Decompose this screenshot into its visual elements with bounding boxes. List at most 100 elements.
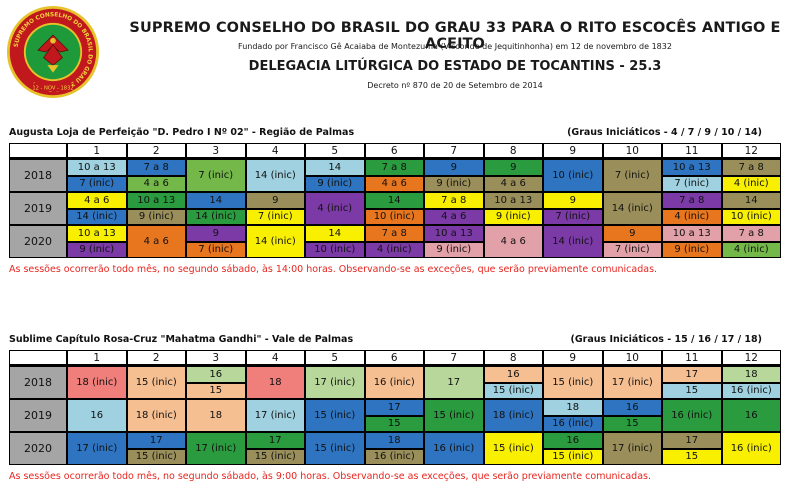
section-1-graus: (Graus Iniciáticos - 4 / 7 / 9 / 10 / 14… <box>567 127 762 138</box>
session-cell-top: 9 <box>602 225 662 242</box>
session-cell-top: 7 a 8 <box>721 225 781 242</box>
session-cell-bottom: 9 (inic) <box>424 241 484 258</box>
session-cell-top: 18 <box>364 432 424 449</box>
session-cell-bottom: 16 (inic) <box>721 382 781 399</box>
session-cell-top: 14 <box>721 192 781 209</box>
month-header-3: 3 <box>186 350 246 365</box>
session-cell-bottom: 16 (inic) <box>364 448 424 465</box>
session-cell: 4 a 6 <box>483 225 543 258</box>
session-cell: 16 (inic) <box>721 432 781 465</box>
session-cell: 4 (inic) <box>305 192 365 225</box>
session-cell-bottom: 9 (inic) <box>126 208 186 225</box>
session-cell: 18 <box>245 366 305 399</box>
session-cell: 14 (inic) <box>543 225 603 258</box>
month-header-10: 10 <box>602 143 662 158</box>
session-cell-bottom: 15 <box>662 382 722 399</box>
delegacia-title: DELEGACIA LITÚRGICA DO ESTADO DE TOCANTI… <box>248 59 662 74</box>
month-header-2: 2 <box>126 350 186 365</box>
session-cell-top: 16 <box>483 366 543 383</box>
month-header-3: 3 <box>186 143 246 158</box>
session-cell-bottom: 7 (inic) <box>662 175 722 192</box>
session-cell: 17 (inic) <box>305 366 365 399</box>
month-header-11: 11 <box>662 143 722 158</box>
year-label-2020: 2020 <box>9 225 67 258</box>
session-cell: 15 (inic) <box>126 366 186 399</box>
session-cell-top: 16 <box>602 399 662 416</box>
month-header-1: 1 <box>67 350 127 365</box>
decree-line: Decreto nº 870 de 20 de Setembro de 2014 <box>367 81 543 90</box>
year-label-2019: 2019 <box>9 192 67 225</box>
session-cell-top: 18 <box>721 366 781 383</box>
session-cell: 15 (inic) <box>305 432 365 465</box>
session-cell-bottom: 7 (inic) <box>602 241 662 258</box>
session-cell-top: 10 a 13 <box>662 225 722 242</box>
session-cell-bottom: 4 (inic) <box>721 175 781 192</box>
session-cell-top: 10 a 13 <box>126 192 186 209</box>
session-cell: 16 (inic) <box>662 399 722 432</box>
session-cell-bottom: 4 (inic) <box>662 208 722 225</box>
session-cell-top: 7 a 8 <box>424 192 484 209</box>
session-cell-bottom: 15 <box>364 415 424 432</box>
session-cell: 14 (inic) <box>602 192 662 225</box>
session-cell: 4 a 6 <box>126 225 186 258</box>
session-cell-top: 7 a 8 <box>364 159 424 176</box>
header-corner <box>9 350 67 365</box>
session-cell: 14 (inic) <box>245 225 305 258</box>
session-cell: 16 <box>721 399 781 432</box>
session-cell-bottom: 4 (inic) <box>364 241 424 258</box>
year-label-2018: 2018 <box>9 366 67 399</box>
session-cell-top: 7 a 8 <box>364 225 424 242</box>
section-1-note: As sessões ocorrerão todo mês, no segund… <box>9 264 658 275</box>
session-cell: 18 (inic) <box>483 399 543 432</box>
session-cell-top: 14 <box>186 192 246 209</box>
session-cell: 16 (inic) <box>424 432 484 465</box>
session-cell-bottom: 14 (inic) <box>67 208 127 225</box>
month-header-7: 7 <box>424 350 484 365</box>
session-cell: 10 (inic) <box>543 159 603 192</box>
session-cell-top: 7 a 8 <box>721 159 781 176</box>
month-header-12: 12 <box>721 143 781 158</box>
session-cell-bottom: 4 (inic) <box>721 241 781 258</box>
session-cell-bottom: 9 (inic) <box>305 175 365 192</box>
year-label-2019: 2019 <box>9 399 67 432</box>
session-cell: 18 (inic) <box>67 366 127 399</box>
month-header-4: 4 <box>245 350 305 365</box>
session-cell-top: 9 <box>245 192 305 209</box>
session-cell-top: 10 a 13 <box>67 159 127 176</box>
session-cell-top: 17 <box>364 399 424 416</box>
session-cell-bottom: 4 a 6 <box>424 208 484 225</box>
session-cell-bottom: 10 (inic) <box>305 241 365 258</box>
month-header-9: 9 <box>543 350 603 365</box>
session-cell: 7 (inic) <box>602 159 662 192</box>
session-cell-bottom: 10 (inic) <box>364 208 424 225</box>
session-cell-top: 14 <box>305 159 365 176</box>
month-header-8: 8 <box>483 350 543 365</box>
month-header-5: 5 <box>305 350 365 365</box>
section-1-title: Augusta Loja de Perfeição "D. Pedro I Nº… <box>9 127 355 138</box>
session-cell: 17 <box>424 366 484 399</box>
session-cell-top: 17 <box>245 432 305 449</box>
session-cell: 17 (inic) <box>186 432 246 465</box>
session-cell-bottom: 4 a 6 <box>483 175 543 192</box>
session-cell-bottom: 15 <box>602 415 662 432</box>
session-cell: 14 (inic) <box>245 159 305 192</box>
session-cell-top: 4 a 6 <box>67 192 127 209</box>
eagle-emblem <box>37 34 69 73</box>
month-header-4: 4 <box>245 143 305 158</box>
session-cell-top: 17 <box>126 432 186 449</box>
session-cell: 15 (inic) <box>543 366 603 399</box>
session-cell-top: 14 <box>364 192 424 209</box>
session-cell: 18 (inic) <box>126 399 186 432</box>
session-cell-bottom: 9 (inic) <box>424 175 484 192</box>
session-cell: 15 (inic) <box>483 432 543 465</box>
session-cell-top: 16 <box>186 366 246 383</box>
month-header-9: 9 <box>543 143 603 158</box>
session-cell-top: 7 a 8 <box>126 159 186 176</box>
month-header-5: 5 <box>305 143 365 158</box>
month-header-6: 6 <box>364 350 424 365</box>
header-corner <box>9 143 67 158</box>
session-cell: 7 (inic) <box>186 159 246 192</box>
session-cell-top: 9 <box>483 159 543 176</box>
session-cell-top: 16 <box>543 432 603 449</box>
